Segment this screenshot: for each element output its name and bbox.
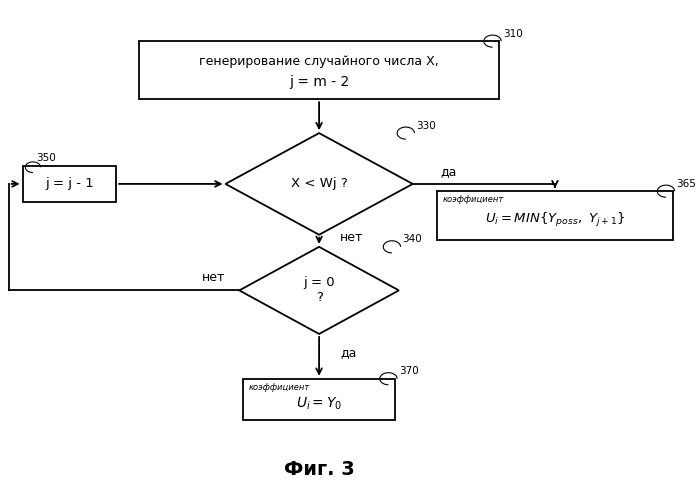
- Text: 350: 350: [36, 153, 56, 164]
- Text: X < Wj ?: X < Wj ?: [290, 178, 347, 190]
- Text: 370: 370: [399, 366, 419, 377]
- Text: нет: нет: [202, 271, 225, 284]
- Text: 340: 340: [402, 234, 422, 244]
- Text: коэффициент: коэффициент: [248, 382, 309, 392]
- Text: генерирование случайного числа X,: генерирование случайного числа X,: [199, 55, 439, 68]
- Text: Фиг. 3: Фиг. 3: [284, 460, 354, 479]
- Text: да: да: [340, 347, 356, 359]
- Text: $U_i = Y_0$: $U_i = Y_0$: [296, 396, 342, 412]
- Polygon shape: [239, 247, 399, 334]
- Bar: [22, 166, 116, 202]
- Text: j = 0
?: j = 0 ?: [303, 276, 335, 304]
- Text: 365: 365: [676, 179, 696, 189]
- Text: j = m - 2: j = m - 2: [289, 76, 349, 89]
- Polygon shape: [225, 133, 413, 235]
- Bar: [243, 378, 395, 420]
- Text: j = j - 1: j = j - 1: [45, 178, 94, 190]
- Text: коэффициент: коэффициент: [442, 195, 504, 204]
- Text: $U_i = MIN\{Y_{poss},\ Y_{j+1}\}$: $U_i = MIN\{Y_{poss},\ Y_{j+1}\}$: [484, 211, 625, 229]
- Bar: [139, 41, 500, 99]
- Text: да: да: [440, 165, 457, 178]
- Text: 330: 330: [416, 121, 436, 131]
- Bar: [437, 191, 673, 240]
- Text: 310: 310: [503, 29, 523, 39]
- Text: нет: нет: [340, 231, 363, 244]
